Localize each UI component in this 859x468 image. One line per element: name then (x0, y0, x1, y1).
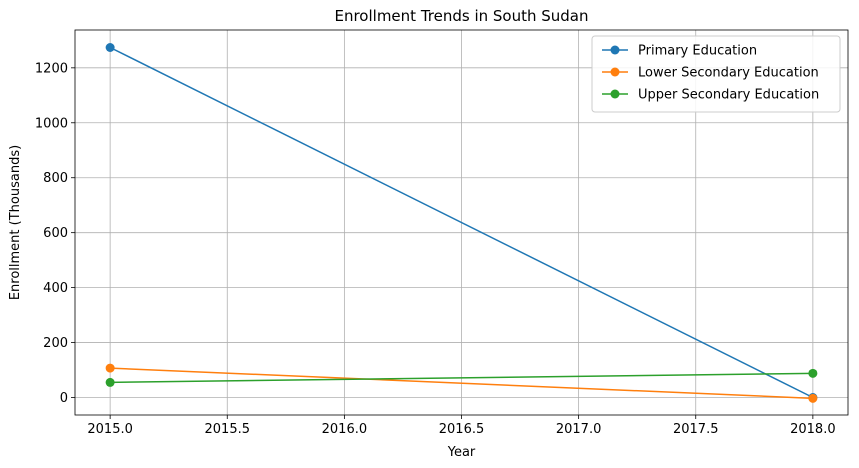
x-tick-label: 2018.0 (790, 422, 836, 437)
series-line (110, 372, 813, 384)
legend-item: Lower Secondary Education (602, 66, 819, 81)
legend-marker (610, 89, 620, 99)
y-tick-label: 200 (43, 336, 68, 351)
series-layer (105, 43, 818, 403)
x-axis-ticks: 2015.0 2015.5 2016.0 2016.5 2017.0 2017.5 2018… (87, 415, 836, 437)
series-line (109, 46, 814, 399)
y-tick-label: 600 (43, 226, 68, 241)
y-tick-label: 400 (43, 281, 68, 296)
data-point (105, 43, 115, 52)
x-tick-label: 2016.5 (439, 422, 485, 437)
legend-box (591, 35, 841, 113)
y-tick-label: 1000 (35, 116, 68, 131)
series-line (110, 367, 813, 400)
series-1 (105, 363, 818, 403)
legend-label: Lower Secondary Education (638, 66, 819, 81)
y-tick-label: 0 (60, 391, 68, 406)
y-tick-label: 800 (43, 171, 68, 186)
legend-item: Upper Secondary Education (602, 88, 819, 103)
y-axis-ticks: 0 200 400 600 800 1000 1200 (35, 61, 75, 406)
x-tick-label: 2015.5 (205, 422, 251, 437)
x-tick-label: 2017.0 (556, 422, 602, 437)
chart-title: Enrollment Trends in South Sudan (334, 7, 588, 25)
x-tick-label: 2015.0 (87, 422, 133, 437)
data-point (808, 368, 818, 378)
data-point (105, 377, 115, 387)
legend-marker (610, 67, 620, 77)
data-point (105, 363, 115, 373)
legend-label: Upper Secondary Education (638, 88, 819, 103)
legend-marker (610, 45, 620, 55)
x-tick-label: 2017.5 (673, 422, 719, 437)
x-axis-label: Year (447, 445, 476, 460)
data-point (808, 393, 818, 403)
x-tick-label: 2016.0 (322, 422, 368, 437)
legend-item: Primary Education (602, 44, 757, 59)
legend-label: Primary Education (638, 44, 757, 59)
y-axis-label: Enrollment (Thousands) (8, 145, 23, 300)
legend: Primary Education Lower Secondary Educati… (591, 35, 841, 113)
series-2 (105, 368, 818, 387)
y-tick-label: 1200 (35, 61, 68, 76)
